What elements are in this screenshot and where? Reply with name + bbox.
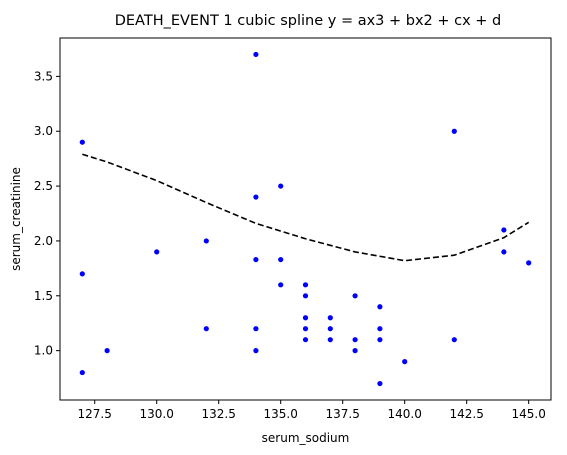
x-axis: 127.5 130.0 132.5 135.0 137.5 140.0 142.5 145.0 [78,400,546,421]
y-tick-label: 1.5 [34,289,53,303]
scatter-point [278,282,284,288]
scatter-point [327,315,333,321]
x-tick-label: 140.0 [388,407,422,421]
x-tick-label: 127.5 [78,407,112,421]
scatter-point [253,51,259,58]
scatter-point [278,256,284,263]
scatter-point [104,348,110,354]
scatter-point [79,271,85,277]
scatter-point [302,282,309,288]
scatter-point [327,337,333,343]
x-tick-label: 135.0 [264,407,298,421]
x-tick-label: 142.5 [450,407,484,421]
scatter-point [253,326,259,332]
spline-curve-layer [82,153,530,262]
scatter-point [451,337,457,343]
x-tick-label: 137.5 [326,407,360,421]
scatter-point [451,128,457,134]
spline-curve [82,153,530,262]
x-axis-label: serum_sodium [262,431,350,445]
scatter-point [377,380,383,387]
scatter-point [352,337,358,343]
scatter-point [253,256,259,263]
scatter-point [302,326,309,332]
scatter-point [327,326,333,332]
scatter-point [302,337,309,343]
y-tick-label: 2.0 [34,234,53,248]
scatter-point [203,238,209,244]
scatter-point [302,293,309,299]
scatter-point [377,337,383,343]
scatter-point [501,249,507,255]
y-tick-label: 2.5 [34,179,53,193]
scatter-point [203,326,209,332]
plot-area [60,38,551,400]
scatter-point [154,249,160,255]
x-tick-label: 130.0 [140,407,174,421]
scatter-points-layer [79,51,532,387]
y-axis-label: serum_creatinine [9,167,23,271]
scatter-point [302,315,309,321]
scatter-point [79,139,85,145]
plot-frame [59,37,552,401]
x-tick-label: 145.0 [512,407,546,421]
scatter-point [402,359,408,365]
y-axis: 1.0 1.5 2.0 2.5 3.0 3.5 [34,69,60,358]
scatter-point [79,369,85,376]
scatter-point [278,183,284,189]
scatter-point [253,348,259,354]
y-tick-label: 3.0 [34,124,53,138]
scatter-point [526,260,532,266]
scatter-point [377,304,383,310]
scatter-point [377,326,383,332]
chart-title: DEATH_EVENT 1 cubic spline y = ax3 + bx2… [115,13,502,29]
scatter-point [501,227,507,233]
scatter-point [352,348,358,354]
scatter-point [352,293,358,299]
y-tick-label: 3.5 [34,69,53,83]
x-tick-label: 132.5 [202,407,236,421]
scatter-point [253,194,259,200]
y-tick-label: 1.0 [34,344,53,358]
